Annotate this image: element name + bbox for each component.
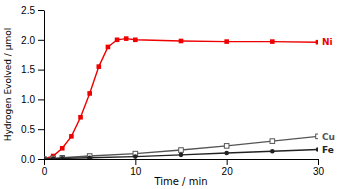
- marker: [60, 156, 65, 159]
- series-markers: [44, 134, 318, 159]
- tick-mark: [135, 159, 136, 165]
- marker: [224, 144, 229, 149]
- tick: 10: [130, 159, 142, 177]
- marker: [44, 157, 46, 159]
- marker: [106, 45, 111, 50]
- tick: 0.5: [21, 124, 44, 135]
- marker: [270, 149, 275, 154]
- marker: [51, 156, 56, 159]
- tick: 2.0: [21, 35, 44, 46]
- series-label: Cu: [322, 132, 335, 142]
- tick-mark: [38, 129, 44, 130]
- y-axis: 0.0 0.5 1.0 1.5 2.0 2.5: [21, 5, 44, 165]
- series-line: [44, 149, 318, 159]
- tick-label: 30: [313, 166, 325, 177]
- marks: [44, 36, 318, 159]
- marker: [316, 134, 318, 139]
- marker: [87, 156, 92, 159]
- plot: 0 10 20 30 0.0 0.5 1.0 1.5 2.0 2.5 Ni Cu Fe: [21, 5, 335, 177]
- marker: [60, 156, 65, 159]
- marker: [97, 64, 102, 69]
- axis-line: [45, 159, 319, 160]
- marker: [69, 134, 74, 139]
- marker: [133, 38, 138, 43]
- marker: [316, 40, 318, 45]
- tick-mark: [38, 159, 44, 160]
- tick: 20: [222, 159, 234, 177]
- tick-mark: [38, 99, 44, 100]
- tick-mark: [227, 159, 228, 165]
- tick: 0.0: [21, 154, 44, 165]
- series-line: [44, 39, 318, 159]
- tick-label: 2.5: [21, 5, 35, 16]
- marker: [270, 139, 275, 144]
- series-label: Ni: [322, 37, 333, 47]
- marker: [224, 151, 229, 156]
- series-label: Fe: [322, 145, 334, 155]
- tick-mark: [38, 10, 44, 11]
- series-labels: Ni Cu Fe: [322, 37, 335, 154]
- marker: [179, 148, 184, 153]
- marker: [179, 153, 184, 158]
- tick-label: 10: [130, 166, 142, 177]
- series-markers: [44, 147, 318, 159]
- tick: 1.5: [21, 64, 44, 75]
- marker: [179, 39, 184, 44]
- tick-label: 1.0: [21, 94, 35, 105]
- y-axis-title: Hydrogen Evolved / μmol: [3, 28, 13, 141]
- tick: 30: [313, 159, 325, 177]
- tick: 1.0: [21, 94, 44, 105]
- marker: [87, 91, 92, 96]
- tick-mark: [38, 70, 44, 71]
- marker: [44, 157, 46, 159]
- marker: [78, 115, 83, 120]
- x-axis: 0 10 20 30: [42, 159, 325, 177]
- tick-mark: [38, 40, 44, 41]
- tick: 0: [42, 159, 48, 177]
- tick-label: 0.0: [21, 154, 35, 165]
- marker: [224, 39, 229, 44]
- marker: [60, 146, 65, 151]
- tick: 2.5: [21, 5, 44, 16]
- tick-label: 0: [42, 166, 48, 177]
- series-line: [44, 136, 318, 159]
- tick-label: 1.5: [21, 64, 35, 75]
- marker: [270, 39, 275, 44]
- axis-line: [44, 11, 45, 160]
- tick-label: 0.5: [21, 124, 35, 135]
- marker: [316, 147, 318, 152]
- series-markers: [44, 36, 318, 159]
- marker: [133, 154, 138, 159]
- tick-label: 2.0: [21, 35, 35, 46]
- tick-mark: [44, 159, 45, 165]
- tick-label: 20: [222, 166, 234, 177]
- marker: [44, 157, 46, 159]
- marker: [115, 38, 120, 43]
- x-axis-title: Time / min: [153, 176, 207, 187]
- marker: [51, 156, 56, 159]
- marker: [124, 36, 129, 41]
- chart: 0 10 20 30 0.0 0.5 1.0 1.5 2.0 2.5 Ni Cu Fe Time / mi…: [0, 0, 340, 189]
- tick-mark: [318, 159, 319, 165]
